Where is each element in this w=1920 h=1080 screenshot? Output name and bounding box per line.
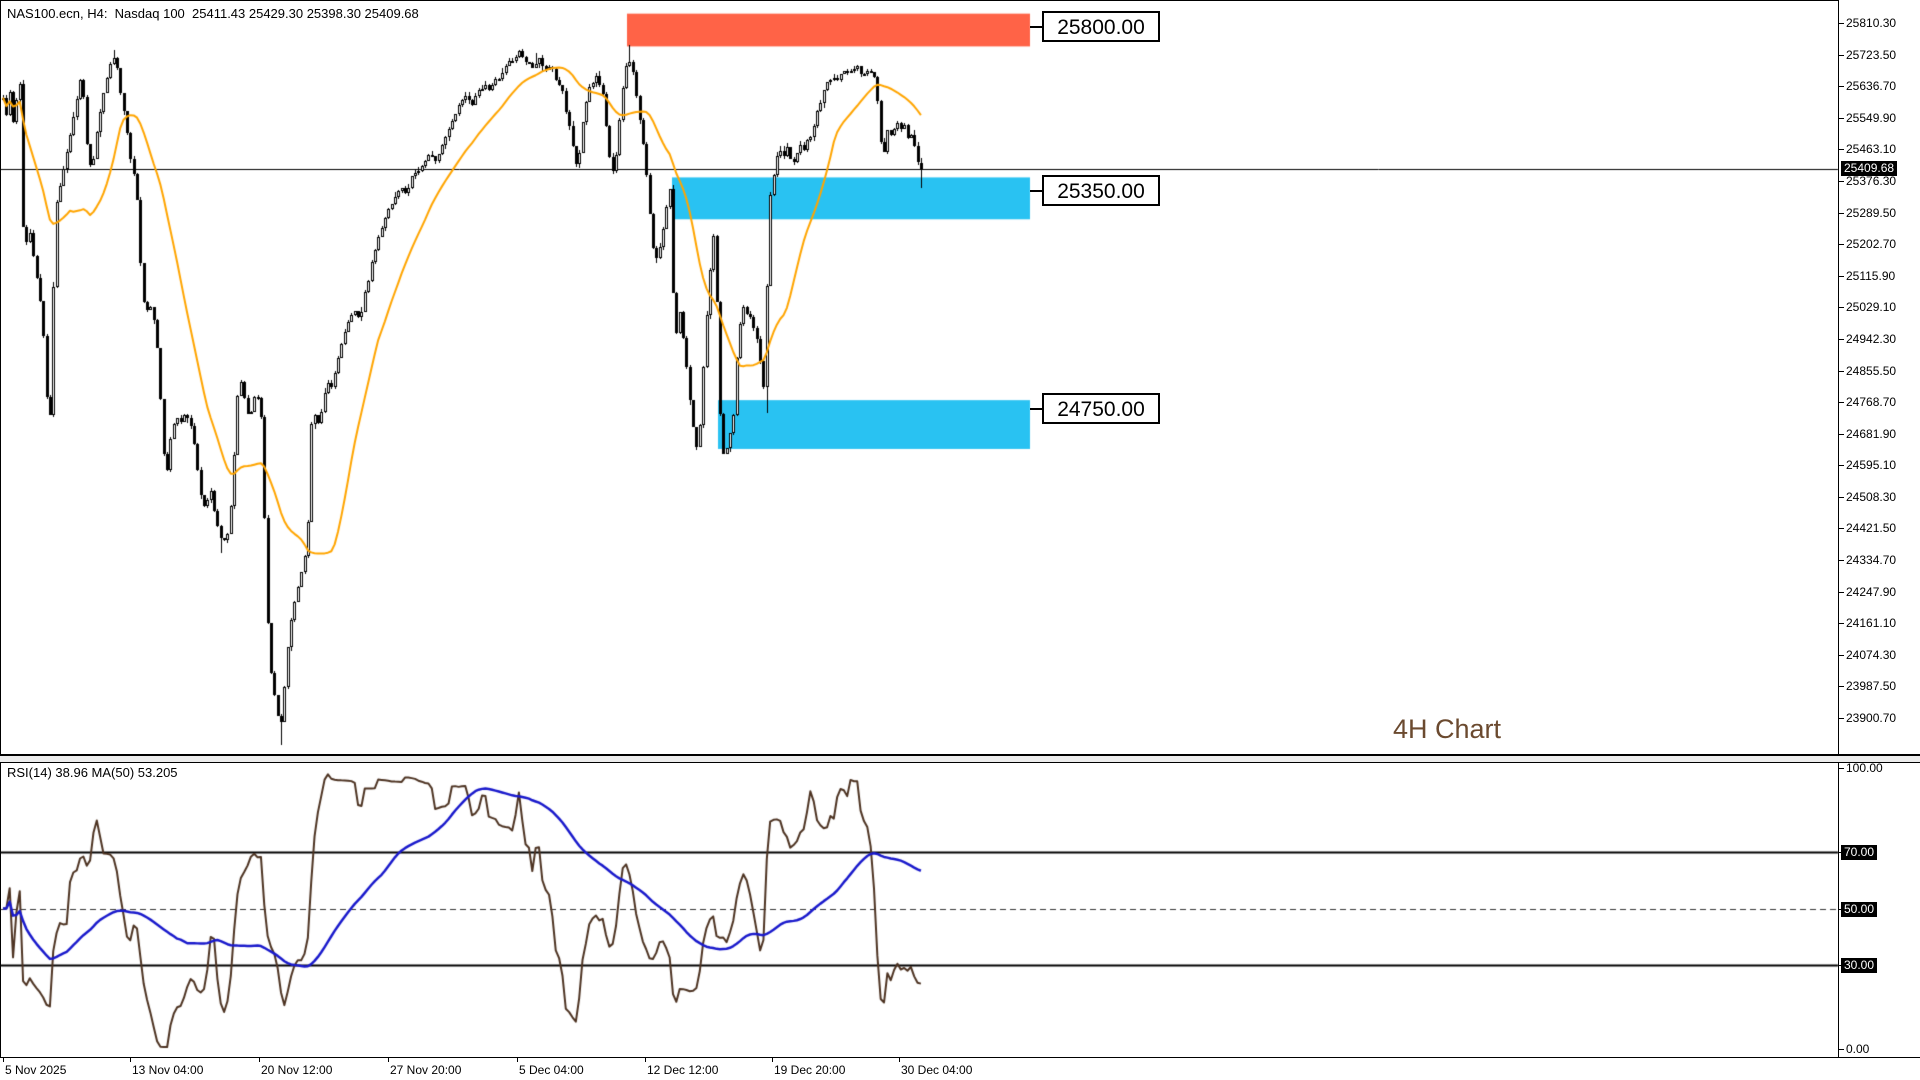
price-axis-label: 24074.30: [1846, 648, 1897, 662]
date-axis-tick: [517, 1057, 518, 1062]
date-axis-tick: [645, 1057, 646, 1062]
chart-title: NAS100.ecn, H4: Nasdaq 100 25411.43 2542…: [7, 6, 419, 21]
date-axis-tick: [388, 1057, 389, 1062]
price-axis-label: 25289.50: [1846, 206, 1897, 220]
price-axis-label: 25723.50: [1846, 48, 1897, 62]
current-price-badge: 25409.68: [1841, 161, 1898, 176]
price-axis-tick: [1839, 23, 1844, 24]
chart-left-border: [0, 0, 1, 1057]
zone-price-label: 25350.00: [1042, 175, 1160, 206]
date-label: 20 Nov 12:00: [261, 1063, 333, 1077]
price-axis-tick: [1839, 655, 1844, 656]
zone-callout-line: [1030, 26, 1042, 28]
price-axis-label: 24421.50: [1846, 521, 1897, 535]
price-axis-tick: [1839, 434, 1844, 435]
price-axis-label: 24334.70: [1846, 553, 1897, 567]
date-label: 19 Dec 20:00: [774, 1063, 846, 1077]
price-axis-tick: [1839, 55, 1844, 56]
pane-splitter[interactable]: [0, 756, 1920, 762]
date-axis-tick: [772, 1057, 773, 1062]
price-axis-tick: [1839, 86, 1844, 87]
zone-callout-line: [1030, 190, 1042, 192]
rsi-axis-label: 100.00: [1846, 761, 1883, 775]
price-axis-label: 24595.10: [1846, 458, 1897, 472]
price-axis-label: 25810.30: [1846, 16, 1897, 30]
timeframe-watermark-label: 4H Chart: [1393, 714, 1502, 744]
rsi-axis-label: 0.00: [1846, 1042, 1870, 1056]
price-axis-tick: [1839, 465, 1844, 466]
price-axis-tick: [1839, 181, 1844, 182]
rsi-axis-tick: [1839, 1049, 1844, 1050]
date-axis-tick: [130, 1057, 131, 1062]
zone-price-label: 25800.00: [1042, 11, 1160, 42]
price-axis-tick: [1839, 307, 1844, 308]
pane-splitter-bottom-line: [0, 762, 1920, 763]
price-axis-tick: [1839, 718, 1844, 719]
chart-top-border: [0, 0, 1839, 1]
price-axis-label: 23900.70: [1846, 711, 1897, 725]
date-axis-tick: [899, 1057, 900, 1062]
price-axis-tick: [1839, 118, 1844, 119]
price-axis-tick: [1839, 213, 1844, 214]
price-axis-tick: [1839, 402, 1844, 403]
price-axis-label: 25463.10: [1846, 142, 1897, 156]
time-axis-line: [0, 1057, 1920, 1058]
price-axis-tick: [1839, 371, 1844, 372]
price-axis-label: 25636.70: [1846, 79, 1897, 93]
pane-splitter-top-line: [0, 754, 1920, 756]
price-axis-label: 24247.90: [1846, 585, 1897, 599]
price-axis-label: 25376.30: [1846, 174, 1897, 188]
date-label: 27 Nov 20:00: [390, 1063, 462, 1077]
price-axis-tick: [1839, 149, 1844, 150]
price-axis-label: 24768.70: [1846, 395, 1897, 409]
zone-price-label: 24750.00: [1042, 393, 1160, 424]
price-axis-tick: [1839, 528, 1844, 529]
price-axis-tick: [1839, 592, 1844, 593]
price-axis-tick: [1839, 244, 1844, 245]
date-label: 12 Dec 12:00: [647, 1063, 719, 1077]
price-axis-label: 24855.50: [1846, 364, 1897, 378]
price-axis-label: 25115.90: [1846, 269, 1896, 283]
price-axis-label: 24942.30: [1846, 332, 1897, 346]
price-axis-label: 25549.90: [1846, 111, 1897, 125]
price-axis-label: 25202.70: [1846, 237, 1897, 251]
price-axis-tick: [1839, 623, 1844, 624]
price-axis-tick: [1839, 686, 1844, 687]
rsi-level-badge: 30.00: [1841, 958, 1878, 973]
price-axis-tick: [1839, 276, 1844, 277]
date-label: 5 Nov 2025: [5, 1063, 67, 1077]
price-axis-label: 25029.10: [1846, 300, 1897, 314]
price-axis-tick: [1839, 497, 1844, 498]
price-axis-tick: [1839, 560, 1844, 561]
date-axis-tick: [259, 1057, 260, 1062]
rsi-indicator-label: RSI(14) 38.96 MA(50) 53.205: [7, 765, 178, 780]
date-label: 13 Nov 04:00: [132, 1063, 204, 1077]
price-axis-label: 24161.10: [1846, 616, 1897, 630]
date-label: 30 Dec 04:00: [901, 1063, 973, 1077]
date-axis-tick: [3, 1057, 4, 1062]
price-axis-line: [1838, 0, 1839, 1057]
rsi-axis-tick: [1839, 768, 1844, 769]
price-axis-tick: [1839, 339, 1844, 340]
zone-callout-line: [1030, 408, 1042, 410]
rsi-level-badge: 50.00: [1841, 902, 1878, 917]
price-axis-label: 24681.90: [1846, 427, 1897, 441]
price-axis-label: 23987.50: [1846, 679, 1897, 693]
date-label: 5 Dec 04:00: [519, 1063, 584, 1077]
price-axis-label: 24508.30: [1846, 490, 1897, 504]
rsi-level-badge: 70.00: [1841, 845, 1878, 860]
